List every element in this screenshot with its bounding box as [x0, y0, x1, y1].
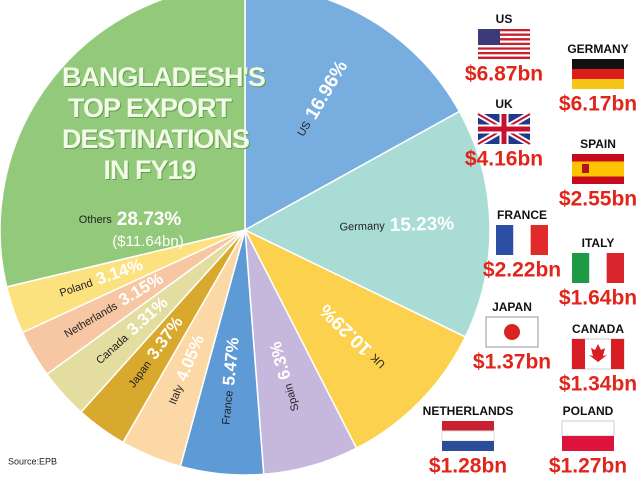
flag-part: [478, 56, 530, 59]
flag-part: [561, 420, 615, 437]
country-name: Netherlands: [423, 404, 514, 418]
flag-part: [478, 47, 530, 50]
flag-part: [606, 253, 624, 283]
flag-part: [478, 29, 530, 32]
flag: [572, 253, 624, 283]
flag-part: [442, 421, 494, 431]
flag-part: [478, 31, 530, 34]
slice-label: Germany 15.23%: [339, 213, 454, 237]
export-value: $1.64bn: [559, 287, 637, 310]
slice-label-text: France 5.47%: [216, 337, 243, 426]
flag-part: [442, 441, 494, 451]
export-value: $1.37bn: [473, 351, 551, 374]
country-name: Italy: [582, 236, 615, 250]
source: Source:EPB: [8, 456, 57, 466]
slice-percent: 5.47%: [220, 337, 243, 387]
flag-part: [513, 225, 531, 255]
flag-part: [589, 253, 607, 283]
flag: [441, 421, 495, 451]
flag-part: [562, 436, 614, 451]
flag-part: [572, 59, 624, 69]
flag-part: [478, 35, 530, 39]
flag-part: [478, 49, 530, 53]
flag-part: [530, 225, 548, 255]
pie-slice: [243, 110, 491, 338]
flag-part: [589, 344, 607, 362]
slice-category: Others: [79, 214, 113, 226]
flag-part: [496, 225, 514, 255]
export-value: $1.34bn: [559, 373, 637, 396]
export-value: $2.22bn: [483, 259, 561, 282]
export-value: $2.55bn: [559, 188, 637, 211]
slice-label: Others 28.73% ($11.64bn): [79, 209, 184, 250]
slice-percent: 28.73%: [117, 209, 182, 230]
export-value: $6.17bn: [559, 93, 637, 116]
slice-category: Germany: [339, 220, 385, 233]
flag: [571, 338, 625, 370]
flag: [485, 316, 539, 348]
export-value: $4.16bn: [465, 148, 543, 171]
export-value: $1.28bn: [429, 455, 507, 478]
pie-slice: [243, 228, 467, 450]
country-name: Spain: [580, 137, 616, 151]
flag-part: [478, 40, 530, 43]
pie-slice: [244, 0, 461, 232]
flag-part: [478, 42, 530, 46]
flag-part: [582, 164, 589, 173]
country-name: Canada: [572, 322, 624, 336]
country-name: Germany: [567, 42, 628, 56]
flag-part: [441, 430, 495, 442]
flag-part: [611, 339, 624, 369]
chart-title: BANGLADESH'S TOP EXPORT DESTINATIONS IN …: [62, 62, 266, 185]
pie-slice: [0, 0, 246, 288]
flag-part: [478, 29, 500, 45]
country-name: Poland: [563, 404, 614, 418]
country-name: UK: [495, 97, 513, 111]
flag: [572, 154, 624, 184]
country-name: Japan: [492, 300, 532, 314]
slice-category: France: [220, 390, 235, 425]
country-name: France: [497, 208, 547, 222]
flag-part: [478, 33, 530, 36]
export-value: $6.87bn: [465, 63, 543, 86]
country-name: US: [496, 12, 513, 26]
slice-label: France 5.47%: [216, 337, 243, 426]
flag-part: [572, 161, 624, 177]
flag-part: [572, 79, 624, 89]
slice-label-text: Others 28.73%: [79, 209, 182, 230]
flag-part: [478, 38, 530, 41]
flag: [572, 59, 624, 89]
flag-part: [478, 52, 530, 55]
flag: [561, 420, 615, 451]
slice-label-text: Germany 15.23%: [339, 213, 454, 237]
flag-part: [572, 69, 624, 79]
flag-part: [478, 45, 530, 48]
flag: [478, 29, 530, 59]
slice-dollar-value: ($11.64bn): [112, 233, 183, 250]
flag: [496, 225, 548, 255]
flag-part: [572, 253, 590, 283]
flag-part: [572, 339, 585, 369]
export-value: $1.27bn: [549, 455, 627, 478]
flag: [476, 111, 532, 147]
slice-percent: 15.23%: [389, 213, 454, 236]
flag-part: [478, 114, 530, 144]
flag-part: [478, 54, 530, 57]
flag-part: [504, 324, 520, 340]
